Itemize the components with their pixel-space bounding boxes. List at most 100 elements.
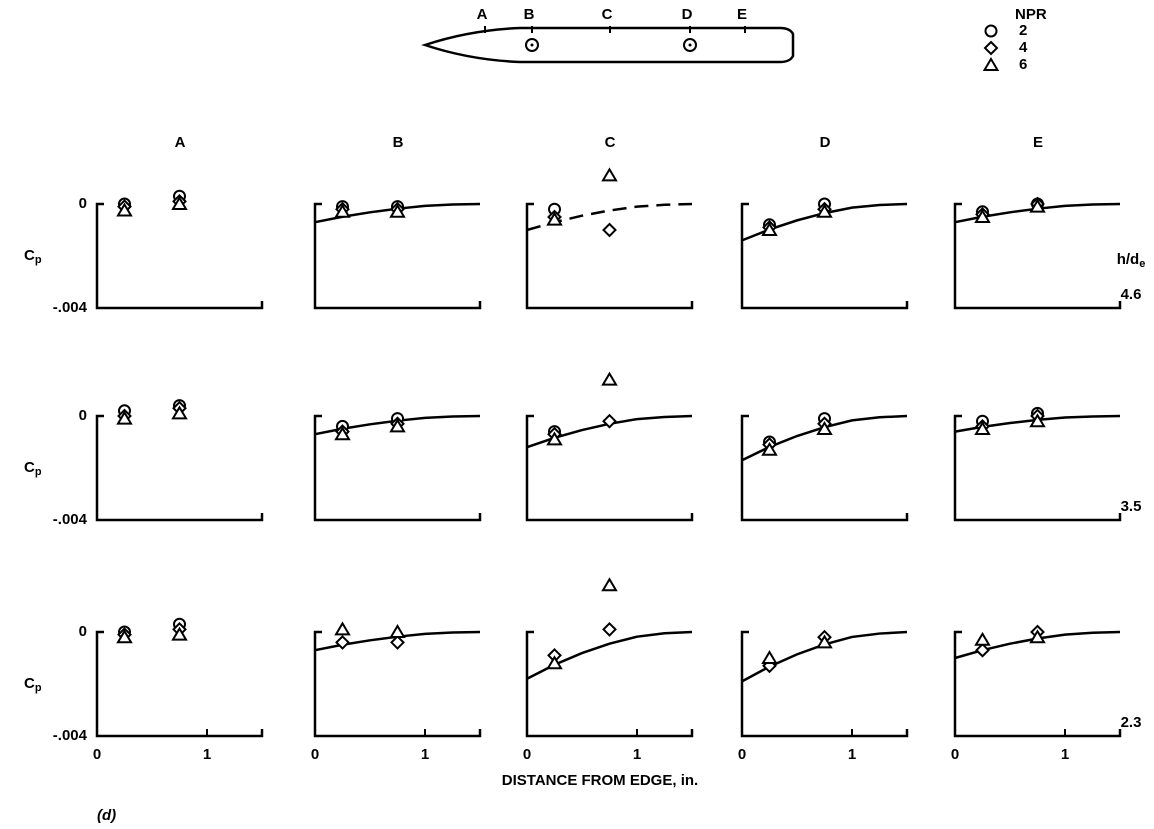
column-title: A xyxy=(175,134,186,151)
axis-frame xyxy=(95,630,264,738)
data-point xyxy=(816,203,833,218)
body-outline xyxy=(421,26,795,64)
y-axis-label: Cp xyxy=(24,247,42,266)
data-point xyxy=(171,405,188,420)
station-label: B xyxy=(524,6,535,23)
legend-title: NPR xyxy=(1015,6,1047,23)
data-point xyxy=(761,441,778,456)
y-tick-label: -.004 xyxy=(53,511,88,528)
axis-frame xyxy=(953,414,1122,522)
data-point xyxy=(974,209,991,223)
data-point xyxy=(974,421,991,435)
data-point xyxy=(602,413,617,429)
data-point xyxy=(1029,198,1046,213)
y-tick-label: 0 xyxy=(79,623,87,640)
axis-frame xyxy=(313,202,482,310)
data-point xyxy=(116,410,133,425)
y-axis-label: Cp xyxy=(24,459,42,478)
y-axis-label: Cp xyxy=(24,675,42,694)
axis-frame xyxy=(525,202,694,310)
data-point xyxy=(334,203,351,218)
x-tick-label: 1 xyxy=(633,746,641,763)
pressure-port-dot xyxy=(688,43,692,47)
data-point xyxy=(116,629,133,644)
pressure-port-dot xyxy=(530,43,534,47)
data-point xyxy=(816,421,833,435)
data-point xyxy=(601,577,618,592)
station-label: D xyxy=(682,6,693,23)
station-label: C xyxy=(602,6,613,23)
data-point xyxy=(334,426,351,441)
data-point xyxy=(389,203,406,218)
x-tick-label: 0 xyxy=(951,746,959,763)
y-tick-label: -.004 xyxy=(53,727,88,744)
x-tick-label: 1 xyxy=(848,746,856,763)
legend-marker xyxy=(983,40,999,56)
x-axis-label: DISTANCE FROM EDGE, in. xyxy=(502,772,698,789)
data-point xyxy=(171,626,188,641)
h-label-sub: e xyxy=(1139,258,1145,270)
y-axis-label-main: C xyxy=(24,675,35,692)
y-tick-label: -.004 xyxy=(53,299,88,316)
y-tick-label: 0 xyxy=(79,195,87,212)
x-tick-label: 1 xyxy=(421,746,429,763)
data-point xyxy=(974,631,991,646)
station-label: E xyxy=(737,6,747,23)
data-point xyxy=(334,621,351,636)
data-point xyxy=(389,418,406,433)
y-axis-label-sub: p xyxy=(35,682,42,694)
axis-frame xyxy=(95,202,264,310)
legend-label: 2 xyxy=(1019,22,1027,39)
data-point xyxy=(1029,629,1046,644)
legend-marker xyxy=(982,57,1000,71)
data-point xyxy=(761,222,778,236)
data-point xyxy=(335,634,350,650)
column-title: C xyxy=(605,134,616,151)
row-label: 4.6 xyxy=(1121,286,1142,303)
panel-label: (d) xyxy=(97,807,116,824)
legend-marker xyxy=(984,24,998,38)
data-point xyxy=(390,634,405,650)
data-point xyxy=(116,202,133,217)
column-title: B xyxy=(393,134,404,151)
data-point xyxy=(761,650,778,664)
pressure-port xyxy=(683,38,697,52)
data-point xyxy=(546,431,563,446)
axis-frame xyxy=(740,202,909,310)
row-label: 3.5 xyxy=(1121,498,1142,515)
x-tick-label: 0 xyxy=(311,746,319,763)
data-point xyxy=(602,222,617,238)
axis-frame xyxy=(313,414,482,522)
data-point xyxy=(171,196,188,210)
column-title: E xyxy=(1033,134,1043,151)
data-point xyxy=(601,167,618,182)
data-point xyxy=(1029,413,1046,428)
h-label-main: h/d xyxy=(1117,251,1140,268)
data-point xyxy=(546,211,563,226)
data-point xyxy=(389,624,406,638)
x-tick-label: 0 xyxy=(738,746,746,763)
legend-label: 6 xyxy=(1019,56,1027,73)
x-tick-label: 1 xyxy=(1061,746,1069,763)
legend-label: 4 xyxy=(1019,39,1028,56)
data-point xyxy=(601,371,618,386)
row-label: 2.3 xyxy=(1121,714,1142,731)
y-axis-label-main: C xyxy=(24,459,35,476)
data-point xyxy=(816,634,833,649)
axis-frame xyxy=(740,414,909,522)
data-point xyxy=(975,642,990,658)
axis-frame xyxy=(525,630,694,738)
data-point xyxy=(602,621,617,637)
data-point xyxy=(546,655,563,670)
axis-frame xyxy=(525,414,694,522)
h-label: h/de xyxy=(1117,251,1146,270)
y-tick-label: 0 xyxy=(79,407,87,424)
pressure-port xyxy=(525,38,539,52)
axis-frame xyxy=(953,202,1122,310)
y-axis-label-sub: p xyxy=(35,466,42,478)
x-tick-label: 0 xyxy=(523,746,531,763)
y-axis-label-main: C xyxy=(24,247,35,264)
y-axis-label-sub: p xyxy=(35,254,42,266)
column-title: D xyxy=(820,134,831,151)
